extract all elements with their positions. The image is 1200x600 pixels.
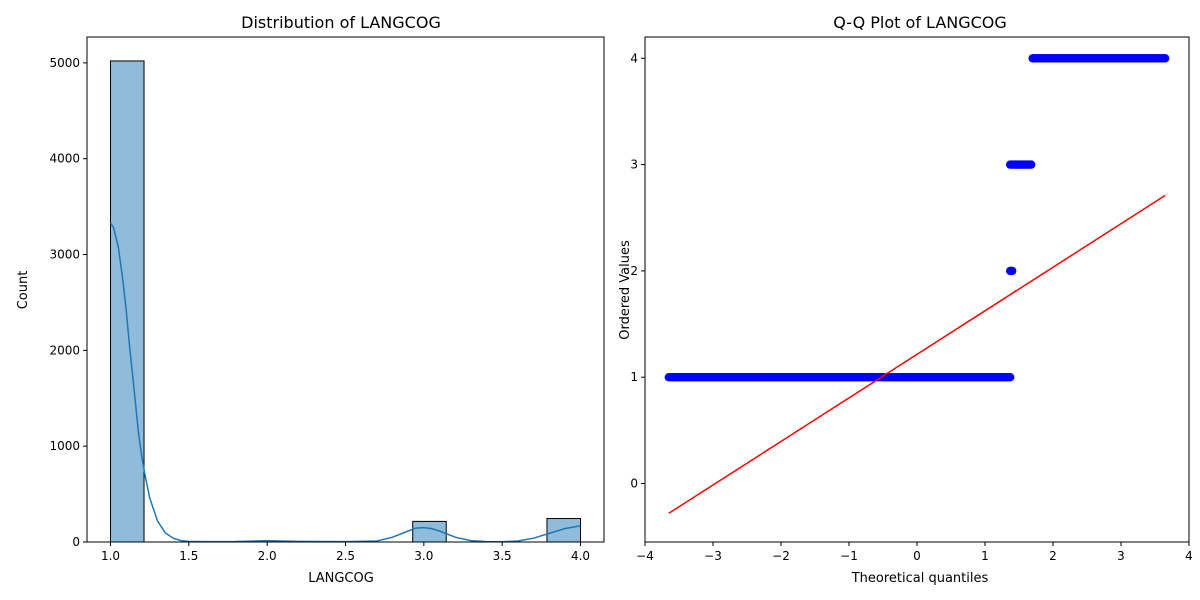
- qq-axes-frame: [644, 36, 1190, 543]
- histogram-y-ticks: 0 1000 2000 3000 4000 5000: [49, 56, 87, 549]
- histogram-x-ticks: 1.0 1.5 2.0 2.5 3.0 3.5 4.0: [101, 542, 590, 563]
- x-tick-label: −3: [704, 549, 722, 563]
- histogram-bar: [110, 60, 145, 543]
- y-tick-label: 5000: [49, 56, 80, 70]
- y-tick-label: 0: [630, 477, 638, 491]
- y-tick-label: 2: [630, 264, 638, 278]
- y-tick-label: 1000: [49, 439, 80, 453]
- qq-xlabel: Theoretical quantiles: [851, 571, 989, 586]
- y-tick-label: 4000: [49, 152, 80, 166]
- qq-title: Q-Q Plot of LANGCOG: [833, 13, 1007, 32]
- qq-y-ticks: 0 1 2 3 4: [630, 51, 645, 491]
- histogram-ylabel: Count: [16, 271, 31, 310]
- y-tick-label: 1: [630, 370, 638, 384]
- x-tick-label: 2.5: [336, 549, 355, 563]
- y-tick-label: 2000: [49, 343, 80, 357]
- qq-point: [1027, 160, 1036, 169]
- x-tick-label: 2.0: [258, 549, 277, 563]
- qq-panel: Q-Q Plot of LANGCOG −4 −3 −2 −1 0 1 2 3 4 01234 …: [618, 13, 1193, 586]
- y-tick-label: 4: [630, 51, 638, 65]
- y-tick-label: 3000: [49, 248, 80, 262]
- x-tick-label: 3: [1117, 549, 1125, 563]
- qq-point: [1006, 373, 1015, 382]
- x-tick-label: 4.0: [571, 549, 590, 563]
- qq-ylabel: Ordered Values: [618, 240, 633, 340]
- y-tick-label: 3: [630, 158, 638, 172]
- x-tick-label: 4: [1185, 549, 1193, 563]
- histogram-plot-area: [109, 60, 581, 543]
- x-tick-label: −2: [772, 549, 790, 563]
- histogram-axes-frame: [86, 36, 605, 543]
- histogram-bar: [546, 518, 581, 543]
- qq-point: [1008, 266, 1017, 276]
- x-tick-label: 3.0: [414, 549, 433, 563]
- y-tick-label: 0: [72, 535, 80, 549]
- x-tick-label: −1: [840, 549, 858, 563]
- x-tick-label: 3.5: [493, 549, 512, 563]
- kde-curve: [109, 222, 581, 543]
- x-tick-label: 2: [1049, 549, 1057, 563]
- histogram-title: Distribution of LANGCOG: [241, 13, 441, 32]
- qq-fit-line: [668, 194, 1166, 514]
- qq-plot-area: [664, 54, 1170, 514]
- x-tick-label: −4: [636, 549, 654, 563]
- qq-x-ticks: −4 −3 −2 −1 0 1 2 3 4: [636, 542, 1193, 563]
- histogram-panel: Distribution of LANGCOG 1.0 1.5 2.0 2.5 3.0 3…: [16, 13, 605, 586]
- histogram-xlabel: LANGCOG: [308, 571, 374, 586]
- x-tick-label: 1.0: [101, 549, 120, 563]
- x-tick-label: 0: [913, 549, 921, 563]
- x-tick-label: 1.5: [179, 549, 198, 563]
- x-tick-label: 1: [981, 549, 989, 563]
- qq-point: [1161, 54, 1170, 63]
